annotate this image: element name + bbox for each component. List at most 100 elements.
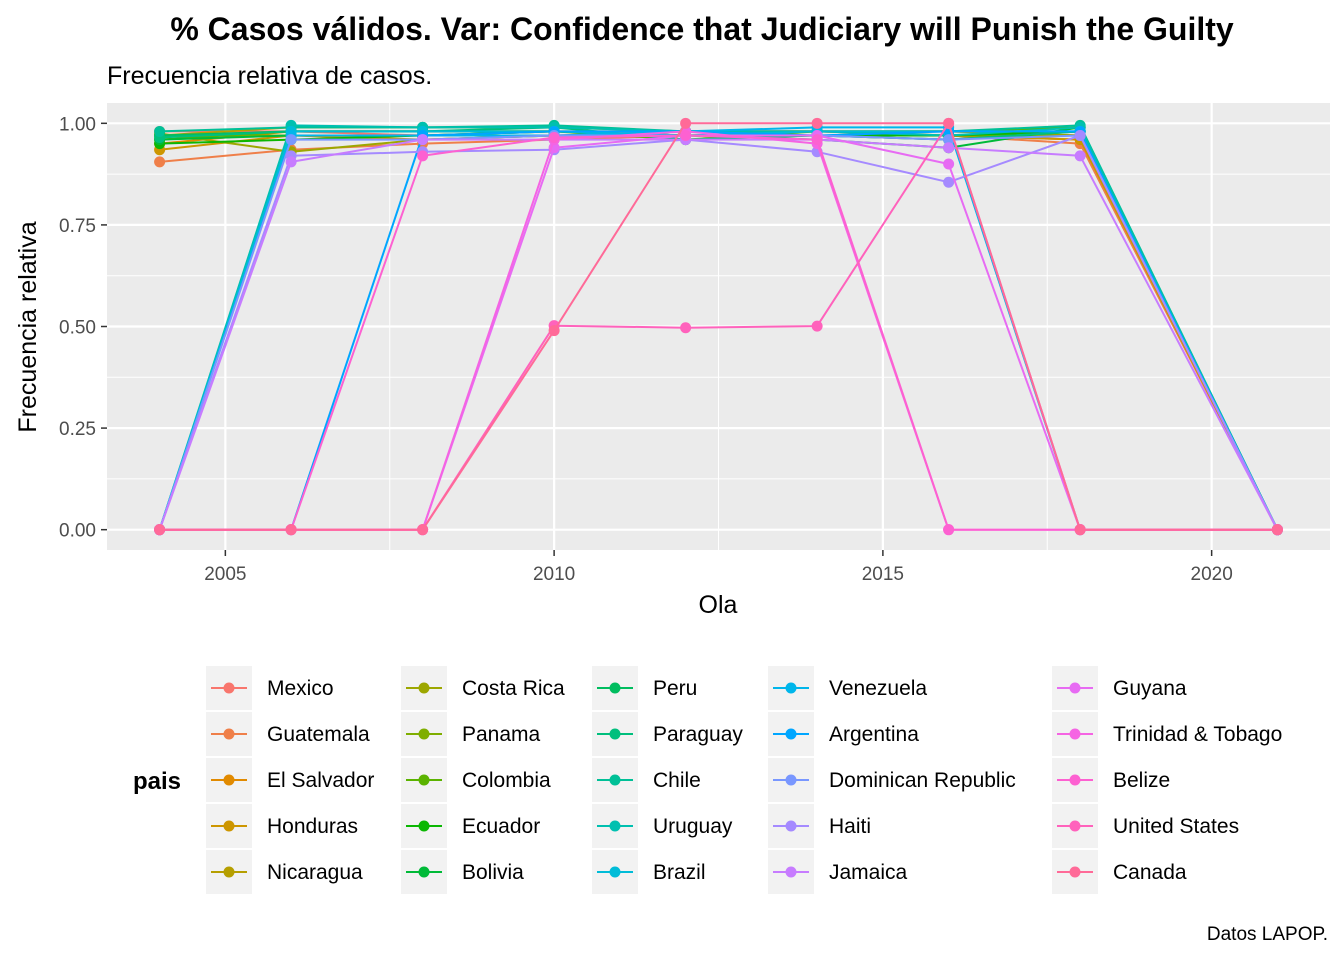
legend-label: Guyana bbox=[1113, 677, 1187, 700]
legend-item: Ecuador bbox=[401, 804, 540, 848]
legend-label: Uruguay bbox=[653, 815, 733, 838]
legend-label: Canada bbox=[1113, 861, 1187, 884]
legend-key-point bbox=[609, 774, 621, 786]
legend-label: Panama bbox=[462, 723, 541, 746]
data-point bbox=[1271, 524, 1283, 536]
data-point bbox=[680, 322, 692, 334]
legend-label: Jamaica bbox=[829, 861, 908, 884]
x-axis-ticks: 2005 2010 2015 2020 bbox=[204, 550, 1233, 585]
legend-label: Mexico bbox=[267, 677, 334, 700]
legend-label: Guatemala bbox=[267, 723, 370, 746]
y-tick-label: 0.50 bbox=[59, 318, 96, 339]
legend-key-point bbox=[1069, 774, 1081, 786]
legend-label: Costa Rica bbox=[462, 677, 565, 700]
legend-key-point bbox=[785, 866, 797, 878]
legend-label: Bolivia bbox=[462, 861, 524, 884]
data-point bbox=[811, 134, 823, 146]
legend-item: Brazil bbox=[592, 850, 706, 894]
legend-label: Argentina bbox=[829, 723, 919, 746]
legend-key-point bbox=[785, 728, 797, 740]
data-point bbox=[154, 524, 166, 536]
legend-item: Panama bbox=[401, 712, 541, 756]
legend-label: United States bbox=[1113, 815, 1239, 838]
legend-label: Haiti bbox=[829, 815, 871, 838]
legend-item: Paraguay bbox=[592, 712, 743, 756]
legend-key-point bbox=[609, 728, 621, 740]
x-tick-label: 2010 bbox=[533, 564, 575, 585]
legend-label: Trinidad & Tobago bbox=[1113, 723, 1282, 746]
legend-key-point bbox=[785, 820, 797, 832]
data-point bbox=[1074, 130, 1086, 142]
data-point bbox=[154, 125, 166, 137]
legend-label: Chile bbox=[653, 769, 701, 792]
data-point bbox=[943, 524, 955, 536]
legend-item: Haiti bbox=[768, 804, 871, 848]
legend-label: Belize bbox=[1113, 769, 1170, 792]
data-point bbox=[943, 142, 955, 154]
data-point bbox=[943, 158, 955, 170]
legend-key-point bbox=[785, 774, 797, 786]
legend-key-point bbox=[223, 866, 235, 878]
legend-item: Costa Rica bbox=[401, 666, 565, 710]
chart-caption: Datos LAPOP. bbox=[1207, 924, 1328, 945]
legend-key-point bbox=[609, 682, 621, 694]
legend-item: Bolivia bbox=[401, 850, 524, 894]
legend-key-point bbox=[418, 820, 430, 832]
data-point bbox=[417, 134, 429, 146]
legend-item: Peru bbox=[592, 666, 697, 710]
legend-item: Canada bbox=[1052, 850, 1187, 894]
legend-key-point bbox=[223, 820, 235, 832]
data-point bbox=[943, 134, 955, 146]
legend: Mexico Guatemala El Salvador Honduras Nicara… bbox=[206, 666, 1282, 894]
legend-item: Mexico bbox=[206, 666, 334, 710]
legend-key-point bbox=[418, 682, 430, 694]
legend-key-point bbox=[418, 774, 430, 786]
data-point bbox=[417, 524, 429, 536]
data-point bbox=[548, 132, 560, 144]
x-axis-title: Ola bbox=[699, 591, 738, 619]
data-point bbox=[943, 176, 955, 188]
data-point bbox=[943, 117, 955, 129]
legend-label: Colombia bbox=[462, 769, 551, 792]
legend-label: Dominican Republic bbox=[829, 769, 1016, 792]
legend-key-point bbox=[609, 866, 621, 878]
legend-item: Guatemala bbox=[206, 712, 370, 756]
legend-label: Paraguay bbox=[653, 723, 743, 746]
data-point bbox=[417, 150, 429, 162]
legend-key-point bbox=[418, 728, 430, 740]
legend-key-point bbox=[418, 866, 430, 878]
y-tick-label: 1.00 bbox=[59, 114, 96, 135]
legend-label: Nicaragua bbox=[267, 861, 363, 884]
x-tick-label: 2005 bbox=[204, 564, 246, 585]
legend-label: Ecuador bbox=[462, 815, 540, 838]
data-point bbox=[548, 325, 560, 337]
legend-label: Brazil bbox=[653, 861, 706, 884]
data-point bbox=[285, 156, 297, 168]
data-point bbox=[154, 156, 166, 168]
legend-key-point bbox=[785, 682, 797, 694]
legend-item: Uruguay bbox=[592, 804, 733, 848]
data-point bbox=[1074, 150, 1086, 162]
series-lines bbox=[154, 117, 1283, 536]
legend-item: Guyana bbox=[1052, 666, 1187, 710]
legend-label: Venezuela bbox=[829, 677, 927, 700]
legend-item: Argentina bbox=[768, 712, 919, 756]
y-tick-label: 0.25 bbox=[59, 419, 96, 440]
legend-item: Honduras bbox=[206, 804, 358, 848]
legend-label: El Salvador bbox=[267, 769, 374, 792]
legend-item: Trinidad & Tobago bbox=[1052, 712, 1282, 756]
legend-item: Nicaragua bbox=[206, 850, 363, 894]
data-point bbox=[285, 524, 297, 536]
data-point bbox=[811, 320, 823, 332]
legend-item: El Salvador bbox=[206, 758, 374, 802]
legend-key-point bbox=[1069, 728, 1081, 740]
data-point bbox=[285, 134, 297, 146]
data-point bbox=[680, 117, 692, 129]
legend-item: Venezuela bbox=[768, 666, 927, 710]
data-point bbox=[1074, 524, 1086, 536]
legend-item: Belize bbox=[1052, 758, 1170, 802]
legend-item: Dominican Republic bbox=[768, 758, 1016, 802]
chart-subtitle: Frecuencia relativa de casos. bbox=[107, 62, 432, 90]
y-tick-label: 0.00 bbox=[59, 521, 96, 542]
